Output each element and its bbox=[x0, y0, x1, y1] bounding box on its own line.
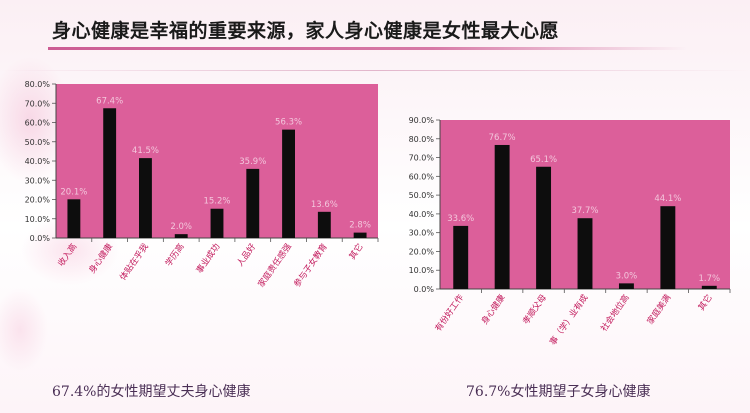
bar bbox=[618, 283, 634, 289]
data-label: 15.2% bbox=[203, 197, 230, 207]
x-tick-label: 社会地位高 bbox=[598, 292, 631, 333]
y-tick-label: 70.0% bbox=[25, 99, 51, 108]
y-tick-label: 60.0% bbox=[25, 119, 51, 128]
x-tick-label: 家庭美满 bbox=[645, 292, 674, 327]
y-tick-label: 40.0% bbox=[25, 157, 51, 166]
data-label: 44.1% bbox=[654, 194, 681, 204]
y-tick-label: 20.0% bbox=[409, 247, 435, 256]
bar bbox=[210, 208, 224, 238]
bar bbox=[353, 232, 367, 238]
data-label: 13.6% bbox=[311, 200, 338, 210]
x-tick-label: 家庭责任感强 bbox=[256, 241, 295, 289]
x-tick-label: 事业成功 bbox=[194, 241, 223, 275]
y-tick-label: 10.0% bbox=[25, 215, 51, 224]
bar bbox=[139, 158, 152, 238]
chart-husband-expectations: 0.0% 10.0% 20.0% 30.0% 40.0% 50.0% 60.0% 70.0% 8… bbox=[0, 72, 392, 302]
data-label: 20.1% bbox=[60, 187, 87, 197]
y-tick-label: 30.0% bbox=[25, 176, 51, 185]
caption-left: 67.4%的女性期望丈夫身心健康 bbox=[52, 384, 251, 400]
bar bbox=[67, 199, 81, 238]
x-tick-label: 学历高 bbox=[163, 241, 187, 268]
y-tick-label: 10.0% bbox=[409, 266, 435, 275]
bar bbox=[246, 168, 260, 238]
y-tick-label: 80.0% bbox=[25, 80, 51, 89]
y-tick-label: 50.0% bbox=[409, 191, 435, 200]
x-tick-label: 事（学）业有成 bbox=[547, 292, 590, 347]
title-underline bbox=[48, 47, 688, 50]
y-tick-label: 30.0% bbox=[409, 229, 435, 238]
x-tick-label: 参与子女教育 bbox=[292, 241, 330, 289]
y-tick-label: 90.0% bbox=[409, 116, 435, 125]
x-tick-label: 孝顺父母 bbox=[521, 293, 549, 327]
data-label: 65.1% bbox=[530, 155, 557, 165]
chart-left-svg: 0.0% 10.0% 20.0% 30.0% 40.0% 50.0% 60.0% 70.0% 8… bbox=[25, 80, 379, 290]
x-tick-label: 收入高 bbox=[56, 241, 80, 268]
caption-right: 76.7%女性期望子女身心健康 bbox=[466, 384, 651, 400]
x-tick-label: 其它 bbox=[696, 292, 715, 312]
bar bbox=[282, 129, 295, 238]
data-label: 2.0% bbox=[170, 222, 192, 232]
x-tick-label: 有份好工作 bbox=[433, 292, 467, 334]
page-title: 身心健康是幸福的重要来源，家人身心健康是女性最大心愿 bbox=[52, 20, 560, 42]
bar bbox=[453, 225, 469, 289]
data-label: 56.3% bbox=[275, 118, 302, 128]
data-label: 3.0% bbox=[616, 271, 638, 281]
chart-children-expectations: 0.0% 10.0% 20.0% 30.0% 40.0% 50.0% 60.0% 70.0% 8… bbox=[392, 108, 750, 348]
y-tick-label: 0.0% bbox=[30, 234, 51, 243]
x-tick-label: 身心健康 bbox=[479, 292, 508, 327]
y-tick-label: 40.0% bbox=[409, 210, 435, 219]
x-tick-label: 身心健康 bbox=[87, 241, 116, 276]
bar bbox=[174, 234, 188, 238]
x-tick-label: 人品好 bbox=[235, 241, 259, 269]
y-tick-label: 20.0% bbox=[25, 196, 51, 205]
bar bbox=[103, 108, 117, 238]
y-tick-label: 80.0% bbox=[409, 135, 435, 144]
bar bbox=[536, 166, 552, 289]
bar bbox=[660, 206, 676, 289]
data-label: 33.6% bbox=[447, 214, 474, 224]
bar bbox=[317, 211, 331, 238]
bar bbox=[494, 144, 510, 289]
y-tick-label: 0.0% bbox=[414, 285, 435, 294]
y-tick-label: 60.0% bbox=[409, 172, 435, 181]
y-tick-label: 70.0% bbox=[409, 154, 435, 163]
data-label: 67.4% bbox=[96, 96, 123, 106]
data-label: 35.9% bbox=[239, 157, 266, 167]
data-label: 37.7% bbox=[571, 206, 598, 216]
bar bbox=[577, 218, 593, 289]
data-label: 76.7% bbox=[489, 133, 516, 143]
chart-right-svg: 0.0% 10.0% 20.0% 30.0% 40.0% 50.0% 60.0% 70.0% 8… bbox=[409, 116, 731, 347]
y-tick-label: 50.0% bbox=[25, 138, 51, 147]
divider-line bbox=[0, 70, 750, 71]
x-tick-label: 体贴在乎我 bbox=[118, 241, 152, 283]
data-label: 1.7% bbox=[698, 274, 720, 284]
bar bbox=[701, 285, 717, 289]
data-label: 2.8% bbox=[349, 221, 371, 231]
x-tick-label: 其它 bbox=[347, 241, 366, 261]
data-label: 41.5% bbox=[132, 146, 159, 156]
